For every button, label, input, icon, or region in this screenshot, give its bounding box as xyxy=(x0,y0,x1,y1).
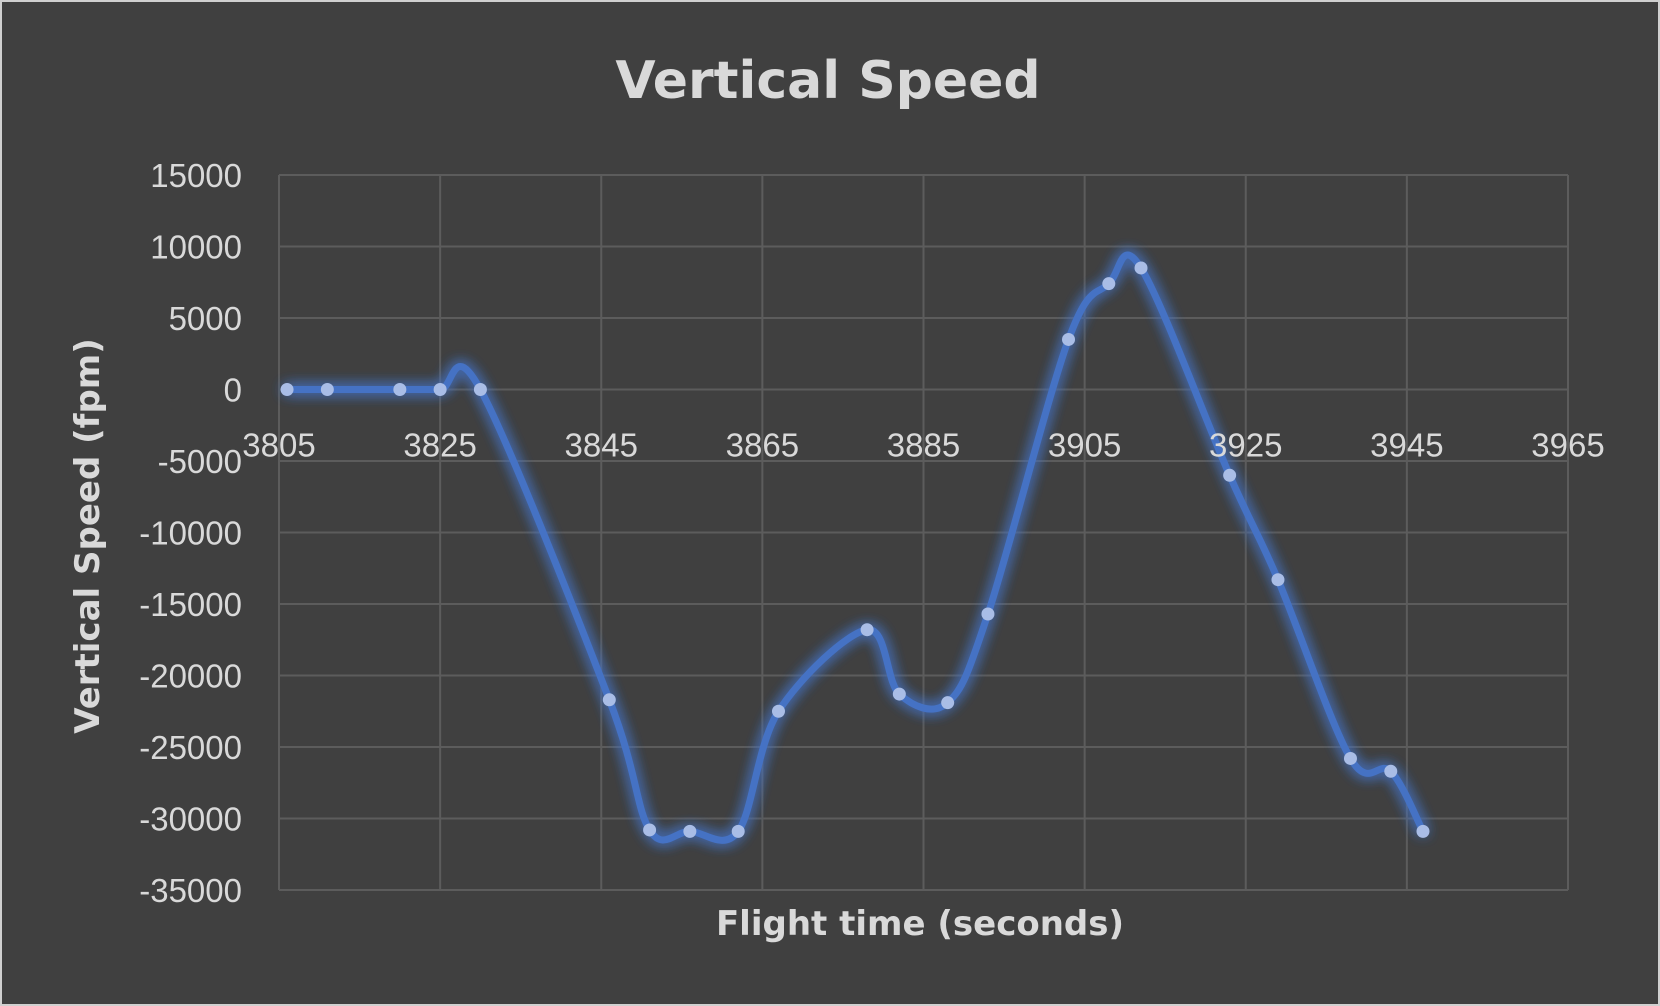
x-tick-label: 3865 xyxy=(726,427,799,464)
data-point xyxy=(941,696,955,710)
data-point xyxy=(1343,751,1357,765)
x-tick-label: 3885 xyxy=(887,427,960,464)
data-point xyxy=(393,383,407,396)
x-tick-label: 3925 xyxy=(1209,427,1282,464)
y-tick-label: 0 xyxy=(224,372,242,409)
grid xyxy=(278,174,1569,891)
series-line xyxy=(283,251,1427,844)
data-point xyxy=(1271,573,1285,587)
x-tick-label: 3965 xyxy=(1531,427,1604,464)
data-point xyxy=(1223,468,1237,482)
y-axis-label: Vertical Speed (fpm) xyxy=(68,338,108,734)
y-tick-label: -20000 xyxy=(139,658,242,695)
data-point xyxy=(731,824,745,838)
series-markers xyxy=(280,261,1430,838)
y-tick-label: 15000 xyxy=(150,157,242,194)
y-tick-label: -35000 xyxy=(139,872,242,909)
data-point xyxy=(320,383,334,396)
x-tick-label: 3945 xyxy=(1370,427,1443,464)
data-point xyxy=(892,687,906,701)
series-line-group xyxy=(283,251,1427,844)
y-tick-label: -15000 xyxy=(139,586,242,623)
chart-title: Vertical Speed xyxy=(615,51,1040,111)
data-point xyxy=(860,623,874,637)
y-tick-label: 5000 xyxy=(169,300,242,337)
data-point xyxy=(771,704,785,718)
data-point xyxy=(683,824,697,838)
data-point xyxy=(1134,261,1148,275)
x-tick-label: 3805 xyxy=(242,427,315,464)
data-point xyxy=(1102,277,1116,291)
y-tick-label: -5000 xyxy=(158,443,242,480)
data-point xyxy=(1062,332,1076,346)
data-point xyxy=(280,383,294,396)
x-tick-label: 3845 xyxy=(565,427,638,464)
y-tick-label: 10000 xyxy=(150,229,242,266)
x-axis-label: Flight time (seconds) xyxy=(716,904,1124,944)
y-tick-label: -25000 xyxy=(139,729,242,766)
y-tick-label: -30000 xyxy=(139,801,242,838)
x-tick-label: 3825 xyxy=(403,427,476,464)
tick-labels: 15000 10000 5000 0 -5000 -10000 -15000 -20000 -2… xyxy=(139,157,1604,909)
data-point xyxy=(433,383,447,396)
x-tick-label: 3905 xyxy=(1048,427,1121,464)
data-point xyxy=(981,607,995,621)
data-point xyxy=(602,693,616,707)
data-point xyxy=(473,383,487,396)
data-point xyxy=(1384,764,1398,778)
data-point xyxy=(1416,824,1430,838)
data-point xyxy=(643,823,657,837)
y-tick-label: -10000 xyxy=(139,515,242,552)
